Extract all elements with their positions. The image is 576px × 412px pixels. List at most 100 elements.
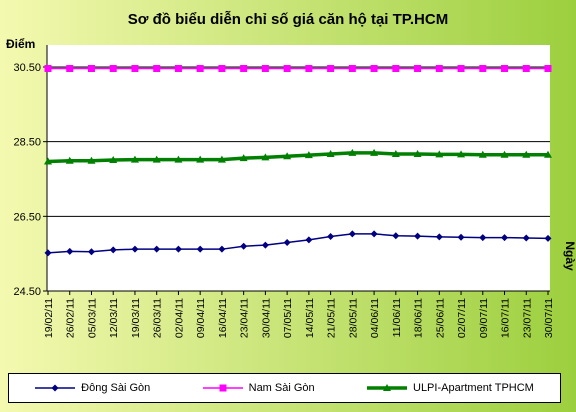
x-tick-label: 26/02/11 — [65, 298, 77, 338]
x-tick-label: 09/07/11 — [478, 298, 490, 338]
x-tick-label: 19/03/11 — [130, 298, 142, 338]
x-tick-label: 21/05/11 — [326, 298, 338, 338]
data-point — [66, 247, 74, 255]
y-tick-label: 28.50 — [13, 137, 41, 149]
data-point — [348, 148, 357, 156]
data-point — [370, 148, 379, 156]
legend-swatch — [202, 384, 243, 392]
data-point — [500, 150, 509, 158]
series-line — [47, 151, 548, 164]
data-point — [44, 249, 52, 257]
data-point — [457, 233, 465, 241]
plot-area — [47, 45, 550, 291]
data-point — [544, 234, 552, 242]
data-point — [457, 150, 466, 158]
data-point — [261, 241, 269, 249]
data-point — [479, 234, 487, 242]
data-point — [87, 156, 96, 164]
legend-swatch — [35, 384, 76, 392]
data-point — [435, 64, 443, 72]
chart-legend: Đông Sài Gòn Nam Sài Gòn ULPI-Apartment TP… — [8, 373, 561, 403]
chart-title: Sơ đồ biểu diễn chỉ số giá căn hộ tại TP… — [128, 11, 448, 28]
data-point — [327, 232, 335, 240]
x-tick-label: 09/04/11 — [195, 298, 207, 338]
data-point — [283, 152, 292, 160]
data-point — [501, 234, 509, 242]
data-point — [261, 64, 269, 72]
data-point — [414, 64, 422, 72]
x-tick-label: 16/07/11 — [500, 298, 512, 338]
x-tick-label: 18/06/11 — [413, 298, 425, 338]
series-0 — [44, 230, 552, 257]
data-point — [153, 245, 161, 253]
data-point — [217, 155, 226, 163]
data-point — [283, 64, 291, 72]
x-tick-label: 26/03/11 — [152, 298, 164, 338]
x-tick-label: 11/06/11 — [391, 298, 403, 337]
legend-item: ULPI-Apartment TPHCM — [367, 382, 534, 394]
data-point — [109, 64, 117, 72]
data-point — [196, 245, 204, 253]
data-point — [109, 155, 118, 163]
data-point — [326, 149, 335, 157]
data-point — [414, 232, 422, 240]
x-tick-label: 23/07/11 — [521, 298, 533, 338]
data-point — [44, 157, 52, 165]
x-tick-label: 12/03/11 — [108, 298, 120, 338]
x-tick-label: 04/06/11 — [369, 298, 381, 338]
x-tick-label: 19/02/11 — [43, 298, 55, 338]
data-point — [196, 155, 205, 163]
data-point — [174, 64, 182, 72]
data-point — [239, 154, 248, 162]
data-point — [392, 64, 400, 72]
data-point — [218, 64, 226, 72]
data-point — [370, 230, 378, 238]
data-point — [435, 150, 444, 158]
x-tick-label: 05/03/11 — [86, 298, 98, 338]
data-point — [544, 64, 552, 72]
x-tick-label: 02/07/11 — [456, 298, 468, 338]
data-point — [131, 245, 139, 253]
data-point — [348, 64, 356, 72]
x-tick-label: 16/04/11 — [217, 298, 229, 338]
data-point — [327, 64, 335, 72]
data-point — [261, 153, 270, 161]
x-tick-label: 23/04/11 — [239, 298, 251, 338]
data-point — [478, 150, 487, 158]
data-point — [240, 64, 248, 72]
x-tick-label: 02/04/11 — [173, 298, 185, 338]
x-tick-label: 07/05/11 — [282, 298, 294, 338]
series-1 — [44, 64, 552, 72]
data-point — [501, 64, 509, 72]
data-point — [44, 64, 52, 72]
data-point — [65, 156, 74, 164]
data-point — [218, 245, 226, 253]
data-point — [153, 64, 161, 72]
x-tick-label: 14/05/11 — [304, 298, 316, 338]
y-tick-label: 24.50 — [13, 286, 41, 298]
data-point — [130, 155, 139, 163]
data-point — [240, 242, 248, 250]
data-point — [457, 64, 465, 72]
data-point — [522, 234, 530, 242]
series-line — [47, 233, 549, 254]
data-point — [66, 64, 74, 72]
y-tick-label: 30.50 — [13, 62, 41, 74]
x-tick-label: 25/06/11 — [434, 298, 446, 338]
data-point — [131, 64, 139, 72]
data-point — [305, 236, 313, 244]
legend-label: Nam Sài Gòn — [248, 382, 315, 394]
data-point — [544, 150, 552, 158]
legend-label: ULPI-Apartment TPHCM — [413, 382, 534, 394]
data-point — [348, 230, 356, 238]
data-point — [413, 149, 422, 157]
legend-swatch — [367, 384, 407, 391]
data-point — [522, 64, 530, 72]
data-point — [196, 64, 204, 72]
x-tick-label: 30/07/11 — [543, 298, 555, 338]
data-point — [305, 64, 313, 72]
data-point — [479, 64, 487, 72]
data-point — [152, 155, 161, 163]
data-point — [304, 151, 313, 159]
